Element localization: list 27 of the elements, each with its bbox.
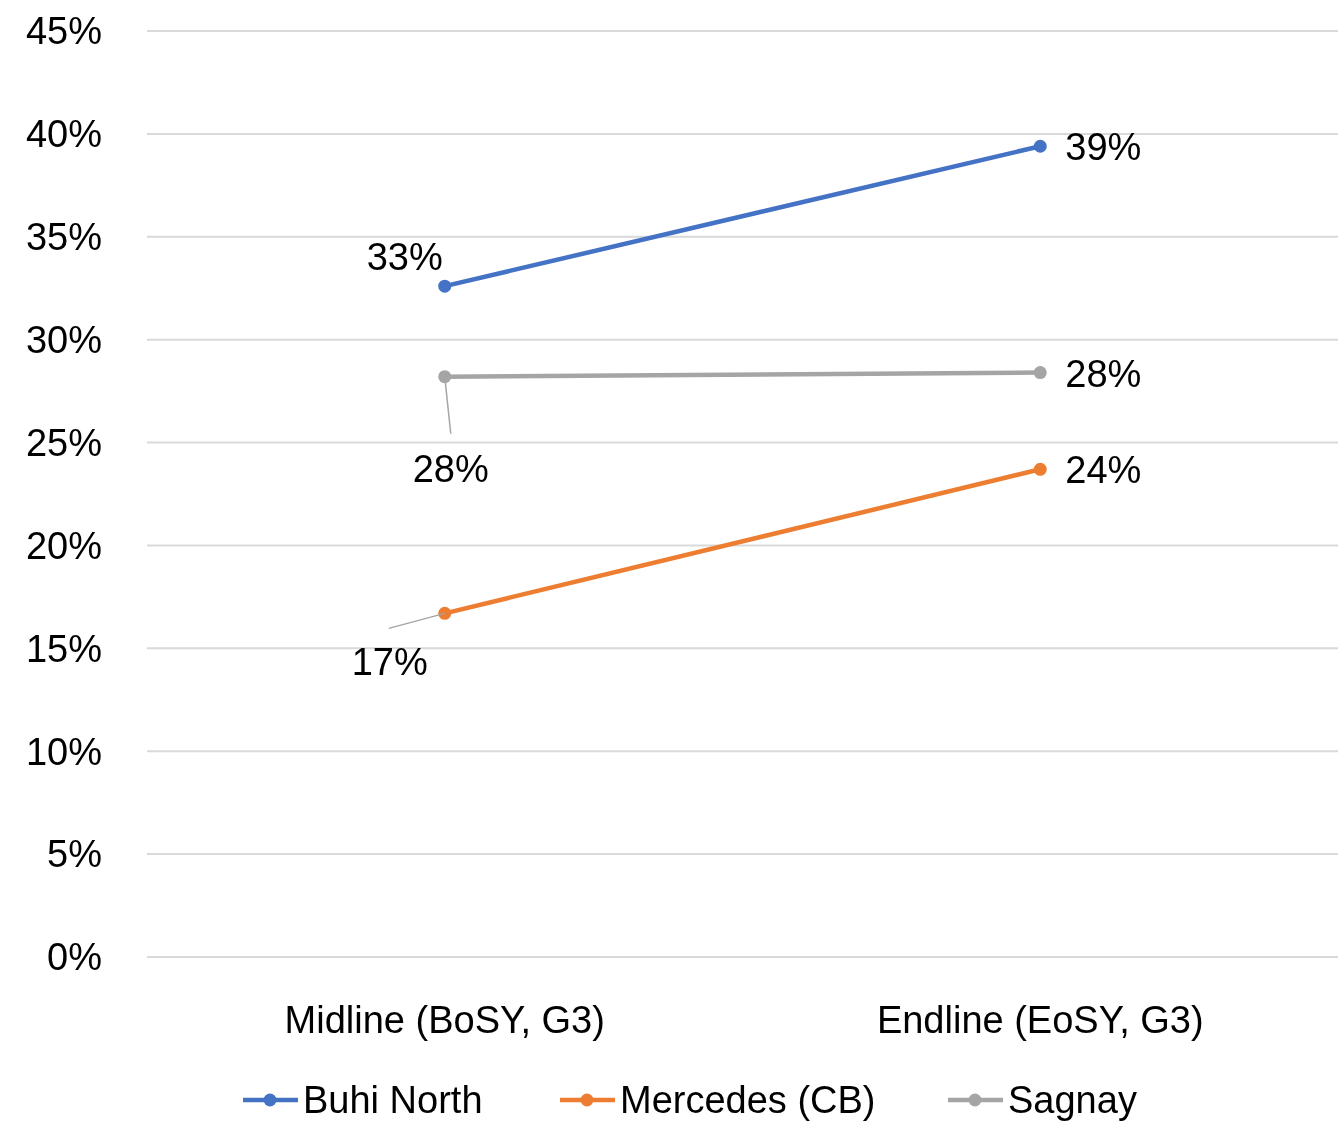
legend-label: Buhi North — [303, 1079, 483, 1122]
point — [438, 279, 452, 293]
y-tick-label: 40% — [25, 113, 102, 156]
data-label: 39% — [1065, 126, 1142, 169]
data-label: 28% — [412, 447, 489, 490]
point — [1033, 462, 1047, 476]
y-tick-label: 35% — [25, 216, 102, 259]
point — [438, 606, 452, 620]
x-tick-label: Midline (BoSY, G3) — [284, 999, 605, 1042]
y-tick-label: 45% — [25, 10, 102, 53]
y-tick-label: 20% — [25, 524, 102, 567]
y-tick-label: 0% — [47, 936, 102, 979]
data-label: 24% — [1065, 449, 1142, 492]
point — [438, 370, 452, 384]
point — [1033, 139, 1047, 153]
data-label: 28% — [1065, 352, 1142, 395]
data-label: 33% — [366, 236, 443, 279]
point — [1033, 366, 1047, 380]
y-tick-label: 30% — [25, 318, 102, 361]
y-tick-label: 25% — [25, 421, 102, 464]
x-tick-label: Endline (EoSY, G3) — [876, 999, 1204, 1042]
legend-label: Mercedes (CB) — [620, 1079, 876, 1122]
y-tick-label: 5% — [47, 833, 102, 876]
data-label: 17% — [351, 641, 428, 684]
y-tick-label: 10% — [25, 730, 102, 773]
legend-label: Sagnay — [1008, 1079, 1137, 1122]
y-tick-label: 15% — [25, 627, 102, 670]
